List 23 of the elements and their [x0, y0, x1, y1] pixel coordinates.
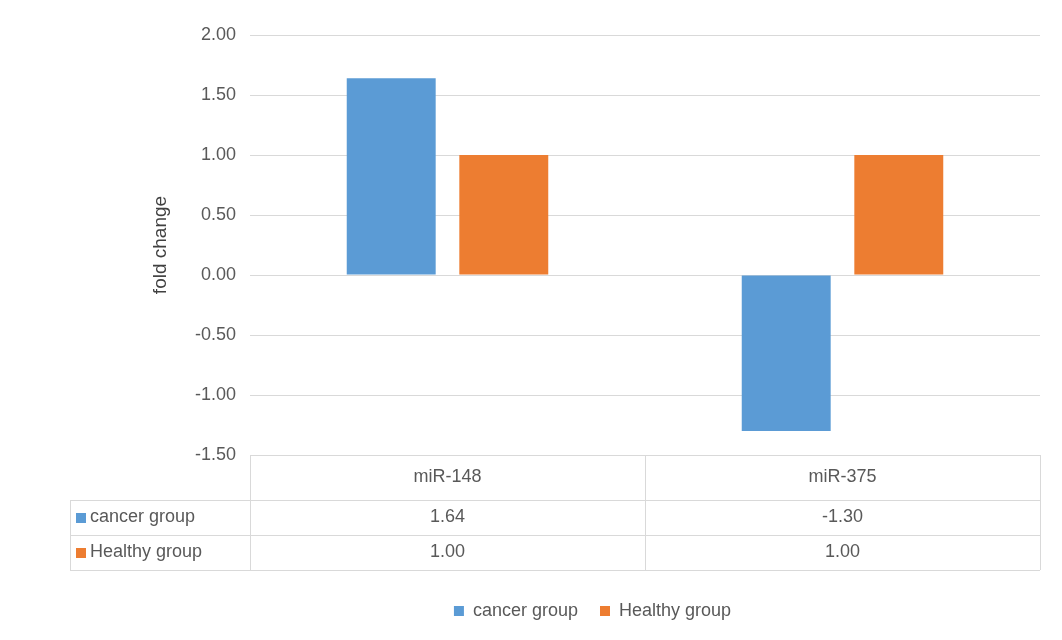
y-tick-label: -0.50	[194, 323, 236, 344]
y-tick-label: 1.50	[200, 83, 236, 104]
text: Healthy group	[90, 541, 203, 562]
y-tick-label: 0.50	[200, 203, 236, 224]
data-label: 1.00	[429, 541, 466, 562]
y-axis-title: fold change	[148, 195, 170, 295]
y-tick-label: 2.00	[200, 23, 236, 44]
text: cancer group	[90, 506, 196, 527]
bar	[854, 155, 944, 275]
bar	[346, 78, 436, 275]
y-tick-label: 0.00	[200, 263, 236, 284]
data-label: 1.64	[429, 506, 466, 527]
legend-label: cancer group	[472, 599, 579, 620]
y-tick-label: -1.00	[194, 383, 236, 404]
x-tick-label: miR-148	[413, 466, 482, 487]
data-label: 1.00	[824, 541, 861, 562]
y-tick-label: -1.50	[194, 443, 236, 464]
bar	[741, 275, 831, 431]
data-label: -1.30	[821, 506, 864, 527]
y-tick-label: 1.00	[200, 143, 236, 164]
legend-label: Healthy group	[619, 599, 732, 620]
x-tick-label: miR-375	[808, 466, 877, 487]
bar	[459, 155, 549, 275]
